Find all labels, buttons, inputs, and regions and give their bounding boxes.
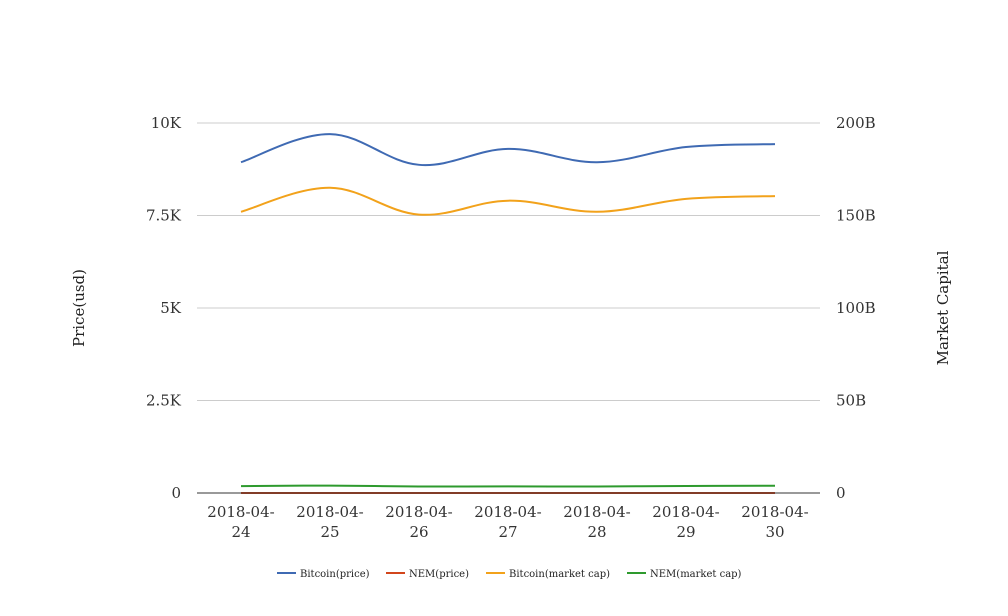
series-line-2 xyxy=(240,186,776,216)
left-axis-title: Price(usd) xyxy=(70,269,88,347)
legend-label: Bitcoin(market cap) xyxy=(509,569,610,580)
left-axis-ticks: 0 2.5K 5K 7.5K 10K xyxy=(146,114,182,502)
right-tick-label: 200B xyxy=(836,114,876,132)
right-axis-ticks: 0 50B 100B 150B 200B xyxy=(836,114,876,502)
series-lines xyxy=(240,133,776,494)
series-line-0 xyxy=(240,133,776,167)
right-tick-label: 100B xyxy=(836,299,876,317)
right-tick-label: 150B xyxy=(836,207,876,225)
left-tick-label: 7.5K xyxy=(146,207,182,225)
legend-label: NEM(price) xyxy=(409,569,469,580)
legend: Bitcoin(price) NEM(price) Bitcoin(market c… xyxy=(277,569,742,580)
x-tick-label: 2018-04-25 xyxy=(296,503,363,541)
grid-lines xyxy=(197,122,820,401)
x-tick-label: 2018-04-27 xyxy=(474,503,541,541)
legend-label: Bitcoin(price) xyxy=(300,569,370,580)
left-tick-label: 10K xyxy=(151,114,182,132)
x-tick-label: 2018-04-29 xyxy=(652,503,719,541)
x-tick-label: 2018-04-26 xyxy=(385,503,452,541)
right-tick-label: 0 xyxy=(836,484,846,502)
left-tick-label: 2.5K xyxy=(146,392,182,410)
right-axis-title: Market Capital xyxy=(934,250,952,365)
x-tick-label: 2018-04-24 xyxy=(207,503,274,541)
right-tick-label: 50B xyxy=(836,392,866,410)
x-axis-ticks: 2018-04-24 2018-04-25 2018-04-26 2018-04-27… xyxy=(207,503,808,541)
left-tick-label: 0 xyxy=(171,484,181,502)
x-tick-label: 2018-04-28 xyxy=(563,503,630,541)
legend-label: NEM(market cap) xyxy=(650,569,742,580)
left-tick-label: 5K xyxy=(160,299,182,317)
series-line-3 xyxy=(240,484,776,488)
x-tick-label: 2018-04-30 xyxy=(741,503,808,541)
